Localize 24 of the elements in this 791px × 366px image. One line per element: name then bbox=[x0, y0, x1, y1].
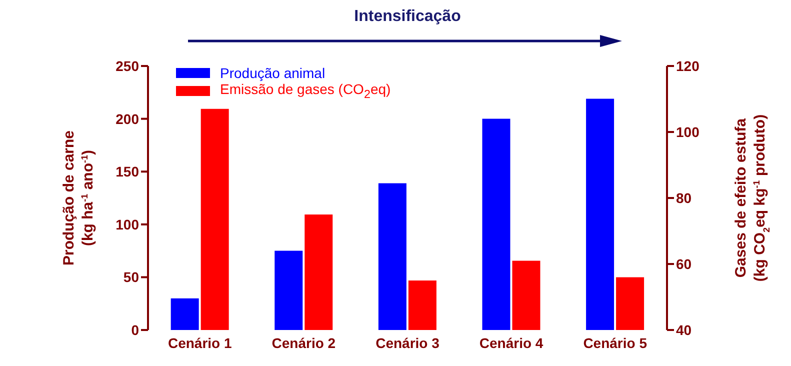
bar bbox=[482, 118, 510, 330]
y2-tick-label: 80 bbox=[676, 190, 692, 206]
bar bbox=[170, 298, 199, 330]
x-tick-label: Cenário 3 bbox=[376, 334, 440, 351]
chart-title: Intensificação bbox=[353, 8, 462, 26]
y2-tick-label: 60 bbox=[676, 256, 692, 272]
y2-tick-label: 120 bbox=[676, 58, 700, 74]
legend-label: Produção animal bbox=[220, 65, 326, 81]
legend-label: Emissão de gases (CO$_{2}$eq) bbox=[220, 81, 391, 101]
y-tick-label: 0 bbox=[131, 322, 140, 338]
x-tick-label: Cenário 5 bbox=[583, 334, 648, 351]
x-tick-label: Cenário 1 bbox=[168, 334, 232, 351]
y-tick-label: 200 bbox=[116, 110, 140, 127]
bar bbox=[378, 183, 406, 330]
y-tick-label: 150 bbox=[116, 164, 140, 180]
bar bbox=[274, 250, 303, 330]
x-tick-label: Cenário 4 bbox=[479, 334, 544, 351]
y-tick-label: 50 bbox=[123, 269, 140, 286]
y2-tick-label: 100 bbox=[676, 124, 700, 140]
y-tick-label: 250 bbox=[116, 58, 140, 74]
bar bbox=[586, 98, 614, 330]
x-tick-label: Cenário 2 bbox=[272, 334, 336, 351]
y-tick-label: 100 bbox=[116, 216, 140, 232]
y2-tick-label: 40 bbox=[676, 322, 692, 338]
